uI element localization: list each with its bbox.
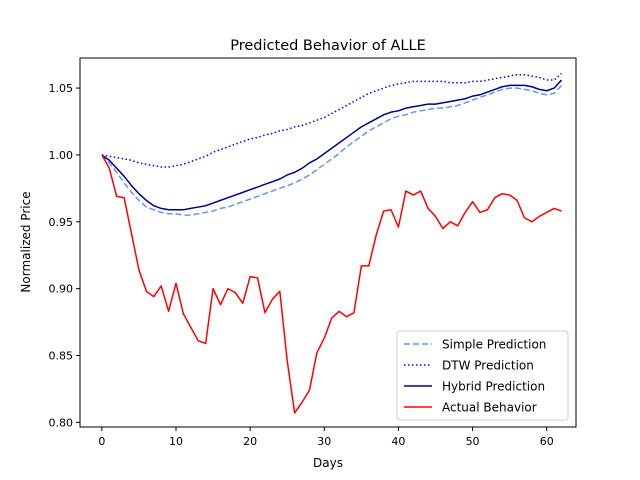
x-axis: 0 10 20 30 40 50 60 (98, 427, 554, 448)
y-tick-label: 1.00 (49, 149, 74, 162)
plot-area (101, 72, 563, 414)
y-tick-label: 0.90 (49, 283, 74, 296)
y-tick-label: 0.80 (49, 416, 74, 429)
series-line-simple-prediction (101, 84, 563, 216)
series-line-hybrid-prediction (101, 79, 563, 211)
x-tick-label: 30 (317, 435, 331, 448)
x-tick-label: 10 (169, 435, 183, 448)
legend-label: Simple Prediction (442, 338, 546, 352)
legend-label: Actual Behavior (442, 401, 537, 415)
y-tick-label: 1.05 (49, 82, 74, 95)
axes-frame (79, 57, 577, 428)
y-axis: 0.80 0.85 0.90 0.95 1.00 1.05 (49, 82, 80, 429)
series-line-actual-behavior (101, 154, 562, 414)
y-tick-label: 0.85 (49, 349, 74, 362)
x-tick-label: 0 (98, 435, 105, 448)
x-tick-label: 50 (466, 435, 480, 448)
legend-box (396, 330, 569, 421)
x-tick-label: 20 (243, 435, 257, 448)
legend-label: Hybrid Prediction (442, 380, 545, 394)
legend-label: DTW Prediction (442, 359, 534, 373)
y-tick-label: 0.95 (49, 216, 74, 229)
x-tick-label: 60 (540, 435, 554, 448)
chart-title: Predicted Behavior of ALLE (230, 38, 426, 54)
y-axis-label: Normalized Price (19, 191, 33, 292)
x-axis-label: Days (313, 456, 343, 470)
x-tick-label: 40 (391, 435, 405, 448)
legend: Simple Prediction DTW Prediction Hybrid Pr… (396, 330, 569, 421)
series-line-dtw-prediction (101, 72, 563, 168)
